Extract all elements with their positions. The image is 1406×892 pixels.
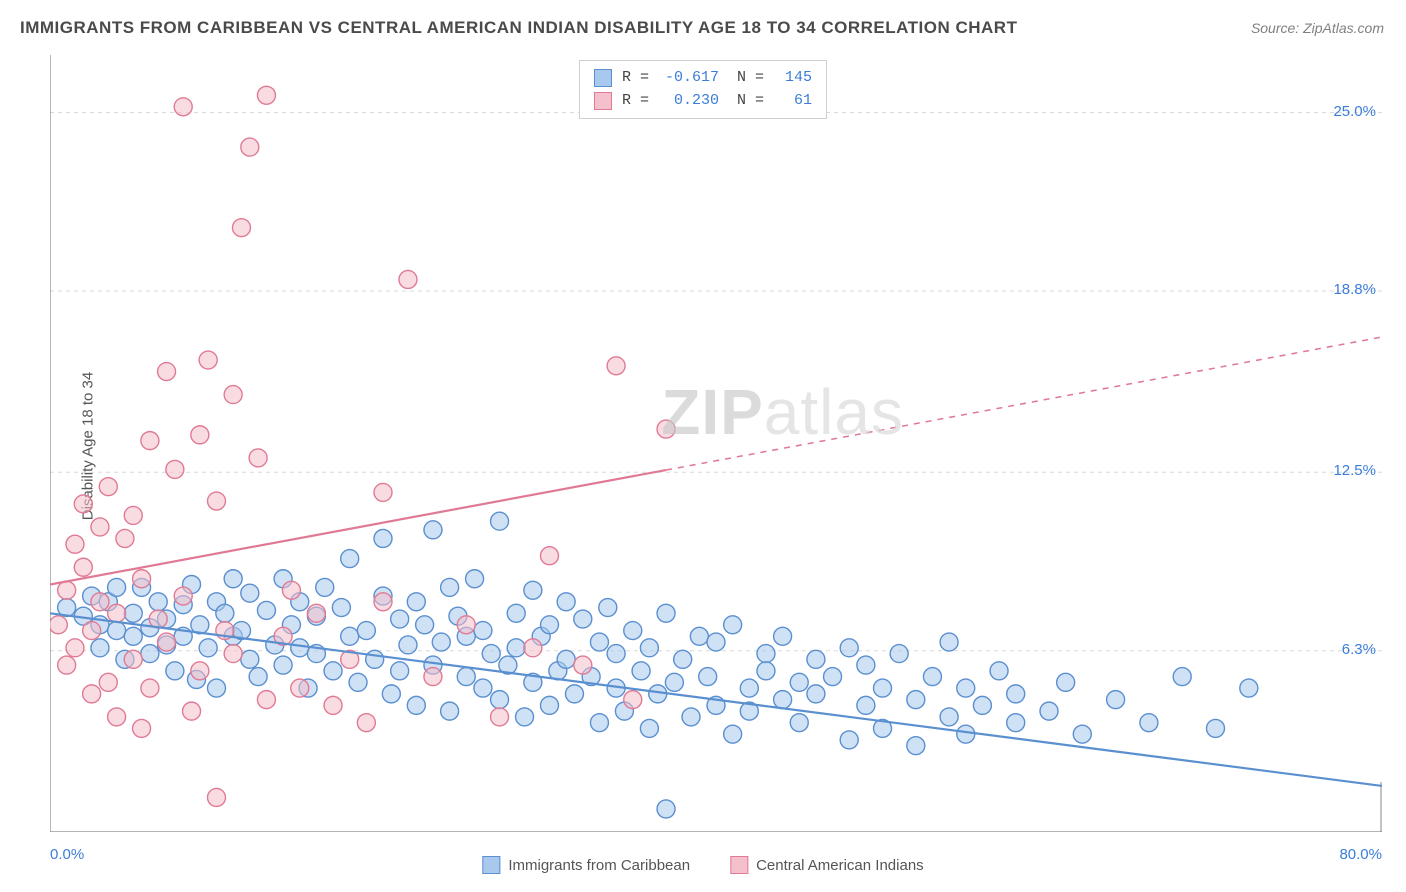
r-value: 0.230 [659,90,719,113]
n-value: 145 [774,67,812,90]
legend-swatch-icon [730,856,748,874]
legend-swatch-icon [482,856,500,874]
series-legend: Immigrants from Caribbean Central Americ… [482,856,923,874]
chart-area: ZIPatlas [50,55,1382,832]
legend-label: Central American Indians [756,857,924,874]
x-tick-label: 80.0% [1339,846,1382,863]
n-label: N = [737,67,764,90]
y-tick-label: 25.0% [1333,103,1376,120]
correlation-row: R = -0.617 N = 145 [594,67,812,90]
y-tick-label: 18.8% [1333,281,1376,298]
source-attribution: Source: ZipAtlas.com [1251,20,1384,36]
legend-swatch-icon [594,69,612,87]
n-value: 61 [774,90,812,113]
r-label: R = [622,90,649,113]
y-tick-label: 12.5% [1333,462,1376,479]
x-tick-label: 0.0% [50,846,84,863]
legend-item: Immigrants from Caribbean [482,856,690,874]
legend-swatch-icon [594,92,612,110]
correlation-row: R = 0.230 N = 61 [594,90,812,113]
r-label: R = [622,67,649,90]
legend-label: Immigrants from Caribbean [508,857,690,874]
r-value: -0.617 [659,67,719,90]
chart-title: IMMIGRANTS FROM CARIBBEAN VS CENTRAL AME… [20,18,1017,38]
legend-item: Central American Indians [730,856,924,874]
n-label: N = [737,90,764,113]
correlation-legend: R = -0.617 N = 145 R = 0.230 N = 61 [579,60,827,119]
scatter-plot [50,55,1382,832]
y-tick-label: 6.3% [1342,641,1376,658]
